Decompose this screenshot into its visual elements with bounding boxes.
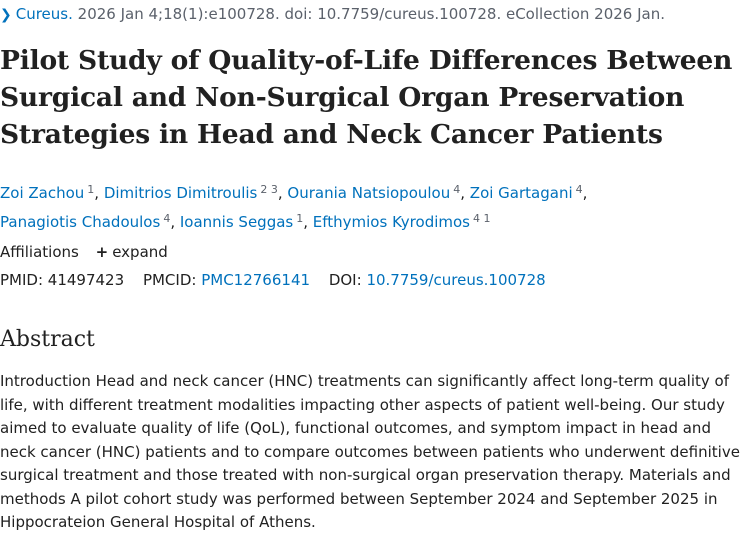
author-link[interactable]: Zoi Gartagani	[469, 184, 573, 202]
doi-link[interactable]: 10.7759/cureus.100728	[366, 271, 546, 289]
pmcid-label: PMCID:	[142, 271, 197, 289]
author-link[interactable]: Efthymios Kyrodimos	[312, 213, 470, 231]
author-link[interactable]: Dimitrios Dimitroulis	[103, 184, 258, 202]
author-affiliation-ref[interactable]: 4 1	[473, 212, 491, 225]
doi-label: DOI:	[328, 271, 362, 289]
affiliations-label: Affiliations	[0, 243, 79, 261]
author-affiliation-ref[interactable]: 1	[87, 183, 95, 196]
abstract-text: Introduction Head and neck cancer (HNC) …	[0, 372, 740, 531]
pmcid-link[interactable]: PMC12766141	[201, 271, 311, 289]
journal-link[interactable]: Cureus.	[15, 5, 73, 23]
pmid-value: 41497423	[47, 271, 125, 289]
author-affiliation-ref[interactable]: 4	[453, 183, 461, 196]
author-link[interactable]: Ioannis Seggas	[179, 213, 294, 231]
affiliations-expand-button[interactable]: + expand	[96, 243, 168, 261]
author-list: Zoi Zachou 1, Dimitrios Dimitroulis 2 3, O…	[0, 183, 588, 231]
identifiers-row: PMID: 41497423 PMCID: PMC12766141 DOI: 1…	[0, 270, 546, 290]
author-affiliation-ref[interactable]: 4	[163, 212, 171, 225]
affiliations-row: Affiliations + expand	[0, 242, 168, 262]
author-link[interactable]: Panagiotis Chadoulos	[0, 213, 161, 231]
plus-icon: +	[95, 243, 109, 261]
expand-label: expand	[112, 243, 168, 261]
author-affiliation-ref[interactable]: 4	[575, 183, 583, 196]
author-link[interactable]: Ourania Natsiopoulou	[287, 184, 451, 202]
author-affiliation-ref[interactable]: 2 3	[260, 183, 278, 196]
article-page: ❯ Cureus. 2026 Jan 4;18(1):e100728. doi: …	[0, 4, 740, 531]
article-title: Pilot Study of Quality-of-Life Differenc…	[0, 45, 733, 150]
citation-details: 2026 Jan 4;18(1):e100728. doi: 10.7759/c…	[77, 5, 665, 23]
author-link[interactable]: Zoi Zachou	[0, 184, 85, 202]
abstract-heading: Abstract	[0, 327, 95, 352]
author-affiliation-ref[interactable]: 1	[296, 212, 304, 225]
pmid-label: PMID:	[0, 271, 44, 289]
citation-line: ❯ Cureus. 2026 Jan 4;18(1):e100728. doi: …	[0, 4, 665, 25]
chevron-right-icon[interactable]: ❯	[0, 7, 12, 23]
